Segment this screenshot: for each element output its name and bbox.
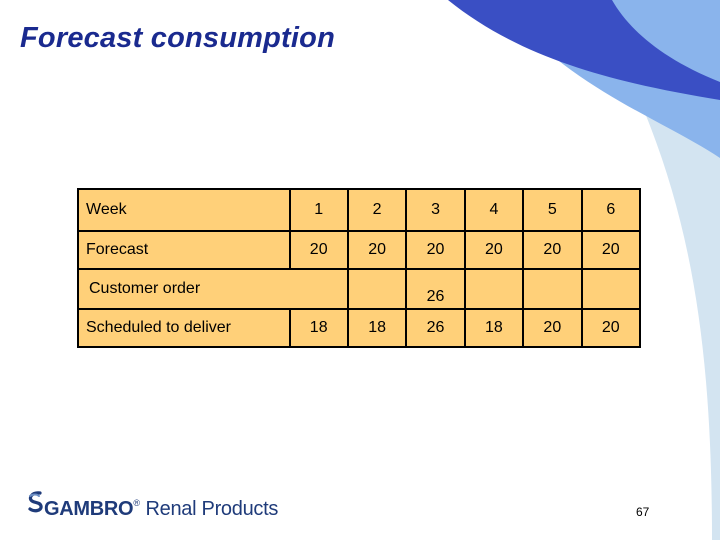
table-cell: 20 [405, 230, 466, 270]
gambro-swirl-icon [28, 491, 43, 513]
table-cell: 1 [288, 188, 349, 232]
table-cell: 18 [463, 308, 525, 348]
page-number: 67 [636, 505, 650, 519]
table-cell: 20 [522, 308, 583, 348]
logo-tagline: Renal Products [145, 498, 279, 520]
logo-brand: GAMBRO [44, 498, 134, 520]
row-label: Forecast [77, 230, 291, 270]
table-row-week: Week 1 2 3 4 5 6 [77, 188, 642, 232]
table-cell [580, 268, 642, 310]
registered-mark: ® [133, 498, 140, 508]
gambro-logo: GAMBRO® Renal Products [26, 490, 286, 524]
table-cell [522, 268, 583, 310]
table-cell: 20 [288, 230, 349, 270]
table-cell [463, 268, 525, 310]
row-label: Scheduled to deliver [77, 308, 291, 348]
table-cell: 20 [580, 230, 642, 270]
table-row-customer-order: Customer order 26 [77, 268, 642, 310]
table-cell: 4 [463, 188, 525, 232]
table-cell: 26 [405, 308, 466, 348]
table-row-scheduled-to-deliver: Scheduled to deliver 18 18 26 18 20 20 [77, 308, 642, 348]
table-cell: 20 [580, 308, 642, 348]
table-cell: 26 [405, 268, 466, 310]
forecast-table: Week 1 2 3 4 5 6 Forecast 20 20 20 20 20… [77, 188, 642, 348]
logo-wordmark: GAMBRO® Renal Products [44, 498, 278, 521]
table-cell: 18 [288, 308, 349, 348]
table-cell: 18 [346, 308, 408, 348]
row-label: Customer order [77, 268, 290, 310]
table-cell [288, 268, 349, 310]
table-cell: 6 [580, 188, 642, 232]
table-cell [346, 268, 408, 310]
slide-title: Forecast consumption [20, 22, 335, 54]
table-cell: 2 [346, 188, 408, 232]
table-cell: 20 [463, 230, 525, 270]
row-label: Week [77, 188, 291, 232]
table-cell: 5 [522, 188, 583, 232]
table-cell: 3 [405, 188, 466, 232]
table-cell: 20 [346, 230, 408, 270]
table-row-forecast: Forecast 20 20 20 20 20 20 [77, 230, 642, 270]
table-cell: 20 [522, 230, 583, 270]
